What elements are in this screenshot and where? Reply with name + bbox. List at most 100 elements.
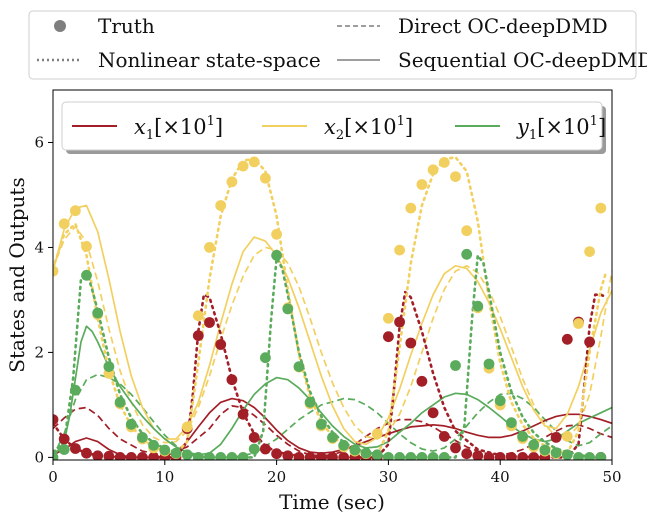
x2-truth-point — [260, 172, 271, 184]
x1-truth-point — [215, 339, 227, 350]
variable-legend-label: x2[×101] — [324, 114, 413, 143]
x1-truth-point — [226, 374, 238, 386]
y1-truth-point — [237, 452, 249, 460]
y1-truth-point — [405, 452, 417, 460]
y1-truth-point — [103, 361, 115, 372]
legend-truth-marker — [54, 20, 66, 32]
series-layer — [53, 155, 612, 460]
y1-truth-point — [226, 452, 238, 460]
x1-truth-point — [416, 375, 428, 387]
x1-truth-point — [148, 452, 159, 460]
y1-truth-point — [528, 439, 540, 451]
y1-truth-point — [349, 444, 361, 456]
y-tick-label: 2 — [34, 343, 44, 361]
y-tick-label: 6 — [34, 133, 44, 151]
x-tick-label: 20 — [267, 468, 286, 486]
x2-truth-point — [248, 156, 260, 168]
y1-truth-point — [248, 443, 260, 455]
y1-truth-point — [427, 452, 439, 460]
y1-truth-point — [282, 303, 294, 315]
method-legend: Truth Direct OC-deepDMD Nonlinear state-… — [28, 10, 647, 80]
y-tick-label: 0 — [34, 448, 44, 466]
x2-truth-point — [226, 176, 238, 188]
y1-truth-point — [327, 432, 338, 443]
x1-truth-point — [81, 447, 92, 459]
y1-truth-point — [204, 452, 215, 460]
y1-truth-point — [550, 447, 562, 459]
x2-truth-point — [450, 171, 461, 183]
x2-truth-point — [215, 200, 227, 211]
x1-truth-point — [561, 333, 573, 345]
y1-truth-point — [461, 248, 473, 260]
y1-truth-point — [81, 269, 92, 281]
x-axis-label: Time (sec) — [279, 490, 385, 514]
x1-truth-point — [550, 432, 562, 443]
y1-truth-point — [371, 449, 383, 460]
x2-truth-point — [394, 244, 405, 256]
x2-truth-point — [192, 310, 204, 322]
x1-truth-point — [315, 452, 327, 460]
y1-truth-point — [338, 439, 350, 451]
x1-truth-point — [472, 450, 484, 460]
x2-truth-point — [81, 241, 92, 252]
y1-truth-point — [315, 418, 327, 430]
x1-truth-point — [304, 452, 316, 460]
x1-truth-point — [450, 442, 461, 454]
y1-truth-point — [260, 352, 271, 364]
x1-truth-point — [394, 316, 405, 328]
x2-truth-point — [438, 157, 450, 168]
x1-truth-point — [114, 452, 126, 460]
y1-truth-point — [271, 249, 282, 261]
x-tick-label: 10 — [155, 468, 174, 486]
x1-truth-point — [293, 452, 305, 460]
y1-truth-point — [360, 447, 372, 459]
y1-truth-point — [472, 300, 484, 312]
y1-truth-point — [494, 395, 506, 407]
x1-truth-point — [438, 431, 450, 442]
y1-truth-point — [438, 452, 450, 460]
x1-truth-point — [528, 452, 540, 460]
x2-truth-point — [204, 242, 215, 253]
x1-truth-point — [92, 450, 104, 460]
x2-truth-point — [237, 160, 249, 172]
x2-truth-point — [584, 246, 595, 257]
x2-truth-point — [371, 428, 383, 440]
x1-truth-point — [271, 448, 282, 460]
x-tick-label: 0 — [48, 468, 58, 486]
x-tick-label: 30 — [379, 468, 398, 486]
x1-truth-point — [461, 448, 473, 460]
y1-truth-point — [159, 444, 171, 456]
y1-truth-point — [573, 452, 584, 460]
x2-direct-line — [53, 225, 612, 444]
x1-truth-point — [237, 408, 249, 420]
y1-truth-point — [450, 360, 461, 371]
x1-truth-point — [204, 317, 215, 328]
variable-legend-frame — [61, 101, 603, 151]
x2-truth-point — [405, 202, 417, 214]
x2-truth-point — [58, 218, 70, 230]
y1-truth-point — [70, 384, 81, 396]
y1-truth-point — [181, 449, 193, 460]
y1-truth-point — [517, 431, 528, 442]
x2-truth-point — [271, 228, 282, 240]
y1-truth-point — [383, 452, 394, 460]
method-legend-frame — [28, 10, 637, 80]
variable-legend-label: x1[×101] — [134, 114, 223, 143]
x2-truth-point — [427, 164, 439, 176]
x1-truth-point — [282, 450, 294, 460]
x1-truth-point — [383, 331, 394, 343]
x1-truth-point — [58, 433, 70, 445]
x2-sequential-line — [53, 204, 612, 446]
x1-truth-point — [137, 452, 148, 460]
y1-truth-point — [394, 452, 405, 460]
x1-truth-point — [248, 432, 260, 443]
x1-truth-point — [327, 452, 338, 460]
y1-truth-point — [539, 444, 551, 456]
y-axis-label: States and Outputs — [5, 177, 29, 372]
x2-truth-point — [383, 312, 394, 324]
x1-truth-point — [338, 452, 350, 460]
y1-truth-point — [416, 452, 428, 460]
variable-legend: x1[×101] x2[×101] y1[×101] — [61, 101, 606, 154]
x2-truth-point — [595, 202, 607, 214]
